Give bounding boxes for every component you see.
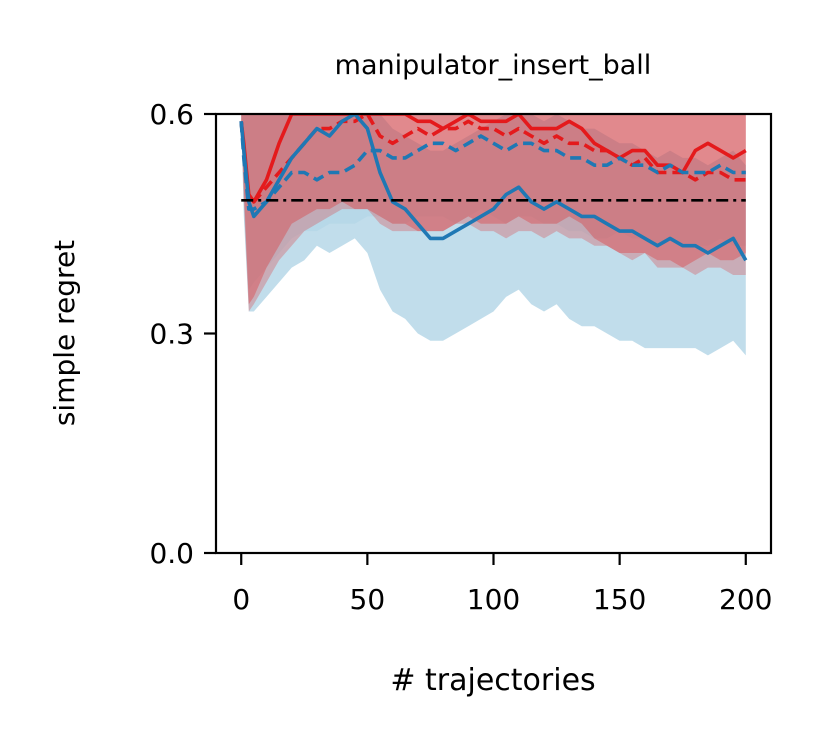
x-axis: 0 50 100 150 200 <box>232 553 772 616</box>
y-axis-label: simple regret <box>48 240 81 426</box>
x-axis-label: # trajectories <box>390 663 595 698</box>
x-tick-label: 0 <box>232 583 250 616</box>
series-lines <box>239 114 748 262</box>
x-tick-label: 150 <box>593 583 646 616</box>
y-axis: 0.0 0.3 0.6 <box>149 98 216 570</box>
series-4-line <box>239 121 746 211</box>
series-1-line <box>239 114 747 204</box>
y-tick-label: 0.0 <box>149 537 194 570</box>
series-3-band <box>241 114 746 356</box>
y-tick-label: 0.6 <box>149 98 194 131</box>
x-tick-label: 100 <box>467 583 520 616</box>
x-tick-label: 50 <box>350 583 386 616</box>
series-2-band <box>241 114 746 312</box>
x-tick-label: 200 <box>719 583 772 616</box>
chart-title: manipulator_insert_ball <box>335 50 652 81</box>
series-3-line <box>239 114 748 262</box>
confidence-bands <box>241 114 746 356</box>
y-tick-label: 0.3 <box>149 318 194 351</box>
